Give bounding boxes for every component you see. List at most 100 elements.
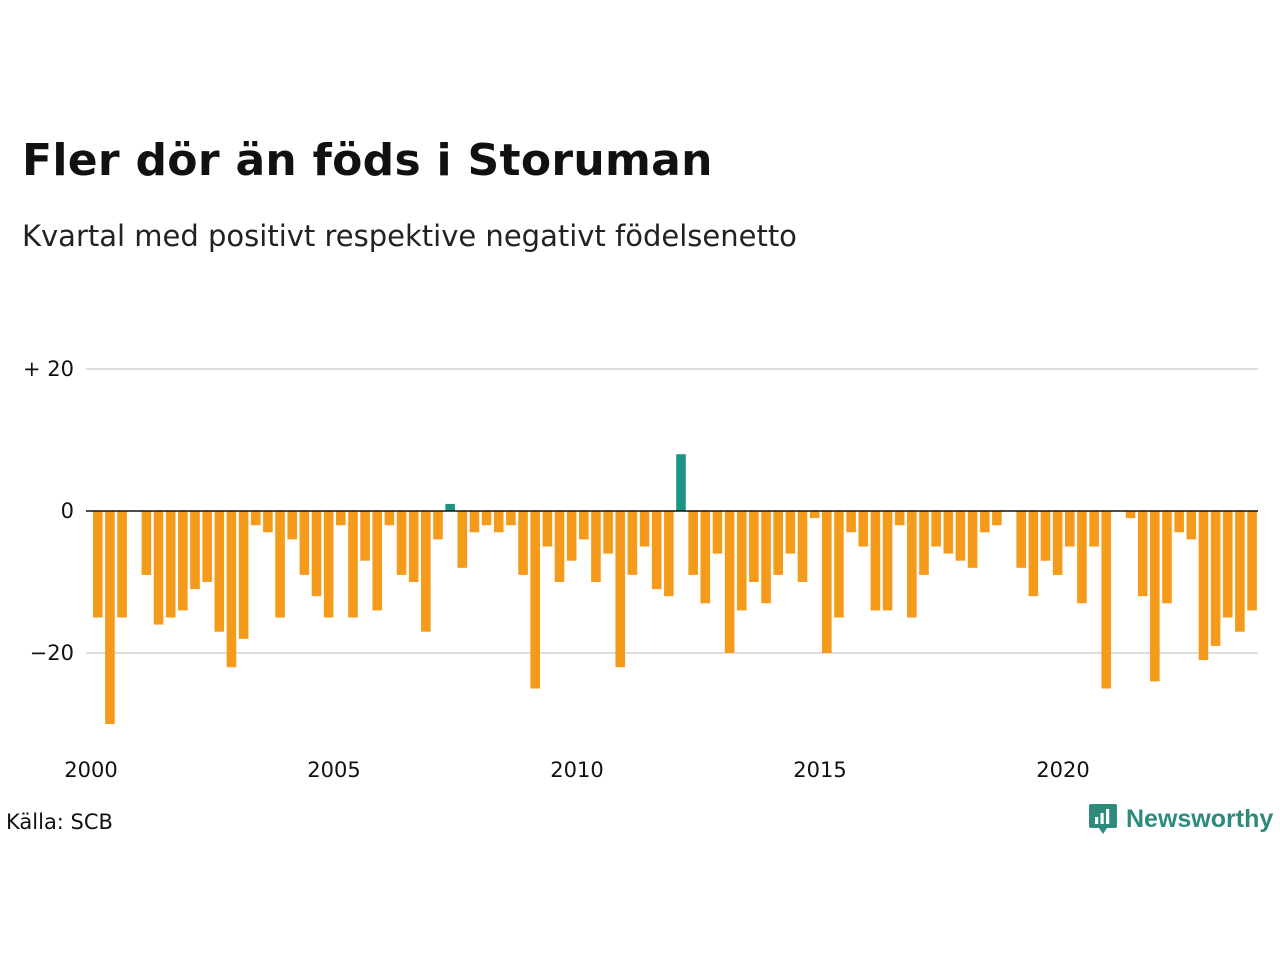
bar-negative — [603, 511, 613, 554]
bar-negative — [1198, 511, 1209, 661]
bar-negative — [433, 511, 443, 540]
bar-negative — [785, 511, 796, 554]
bar-negative — [858, 511, 869, 547]
bar-negative — [591, 511, 601, 582]
bar-negative — [809, 511, 820, 519]
y-tick-label: −20 — [30, 641, 74, 665]
bar-negative — [712, 511, 723, 554]
grid-lines — [86, 368, 1258, 654]
bar-negative — [250, 511, 261, 526]
bar-negative — [822, 511, 832, 653]
bar-negative — [627, 511, 638, 575]
x-tick-label: 2005 — [307, 758, 360, 782]
bar-negative — [1016, 511, 1026, 568]
bar-negative — [348, 511, 358, 618]
bar-negative — [870, 511, 881, 611]
bar-negative — [421, 511, 431, 632]
bar-negative — [992, 511, 1002, 526]
bar-negative — [542, 511, 553, 547]
chart-title: Fler dör än föds i Storuman — [22, 135, 713, 186]
bar-negative — [1052, 511, 1063, 575]
bar-negative — [1235, 511, 1245, 632]
bar-negative — [773, 511, 783, 575]
bar-negative — [360, 511, 370, 561]
bar-negative — [141, 511, 152, 575]
bar-negative — [263, 511, 273, 533]
bar-negative — [834, 511, 844, 618]
bar-negative — [287, 511, 297, 540]
bar-negative — [1101, 511, 1112, 689]
bar-negative — [93, 511, 103, 618]
bar-negative — [943, 511, 954, 554]
axes: + 20 0 −20 2000 2005 2010 2015 2020 — [23, 357, 1258, 782]
x-tick-label: 2015 — [793, 758, 846, 782]
bar-negative — [749, 511, 759, 582]
bar-positive — [445, 503, 455, 511]
bar-negative — [178, 511, 188, 611]
bar-negative — [1174, 511, 1184, 533]
bar-negative — [457, 511, 468, 568]
bar-negative — [554, 511, 565, 582]
bar-negative — [214, 511, 225, 632]
bar-negative — [1150, 511, 1160, 682]
bar-negative — [372, 511, 383, 611]
bar-negative — [797, 511, 808, 582]
bar-negative — [919, 511, 929, 575]
bar-negative — [1065, 511, 1075, 547]
newsworthy-logo-icon — [1089, 804, 1117, 834]
bar-negative — [238, 511, 249, 639]
bar-negative — [566, 511, 577, 561]
bar-negative — [105, 511, 115, 724]
bar-negative — [651, 511, 662, 590]
bar-negative — [1186, 511, 1197, 540]
bar-negative — [1137, 511, 1148, 597]
bar-negative — [323, 511, 334, 618]
bar-negative — [1247, 511, 1257, 611]
bar-negative — [506, 511, 516, 526]
bar-negative — [1162, 511, 1172, 604]
bar-negative — [530, 511, 540, 689]
bar-negative — [1125, 511, 1136, 519]
bar-negative — [493, 511, 504, 533]
bar-negative — [1040, 511, 1051, 561]
bar-negative — [190, 511, 200, 590]
bar-negative — [1089, 511, 1099, 547]
bar-negative — [408, 511, 419, 582]
bars — [93, 454, 1257, 724]
bar-negative — [311, 511, 322, 597]
source-label: Källa: SCB — [6, 810, 113, 834]
bar-negative — [396, 511, 407, 575]
bar-negative — [226, 511, 237, 668]
x-tick-label: 2010 — [550, 758, 603, 782]
bar-negative — [931, 511, 941, 547]
bar-negative — [384, 511, 395, 526]
bar-negative — [894, 511, 905, 526]
x-tick-label: 2000 — [64, 758, 117, 782]
bar-negative — [202, 511, 212, 582]
x-tick-label: 2020 — [1036, 758, 1089, 782]
bar-negative — [336, 511, 346, 526]
bar-negative — [1077, 511, 1087, 604]
bar-negative — [664, 511, 674, 597]
bar-negative — [469, 511, 480, 533]
chart-subtitle: Kvartal med positivt respektive negativt… — [22, 219, 797, 253]
bar-positive — [676, 454, 686, 511]
bar-negative — [761, 511, 771, 604]
y-tick-label: 0 — [61, 499, 74, 523]
y-tick-label: + 20 — [23, 357, 74, 381]
bar-negative — [1028, 511, 1039, 597]
bar-negative — [907, 511, 917, 618]
bar-negative — [481, 511, 492, 526]
bar-negative — [1222, 511, 1233, 618]
bar-negative — [882, 511, 893, 611]
brand-name: Newsworthy — [1126, 804, 1274, 833]
bar-negative — [153, 511, 164, 625]
bar-negative — [967, 511, 978, 568]
bar-negative — [275, 511, 285, 618]
bar-negative — [579, 511, 589, 540]
bar-negative — [518, 511, 528, 575]
bar-negative — [979, 511, 990, 533]
bar-negative — [165, 511, 176, 618]
brand-logo[interactable]: Newsworthy — [1088, 802, 1273, 836]
